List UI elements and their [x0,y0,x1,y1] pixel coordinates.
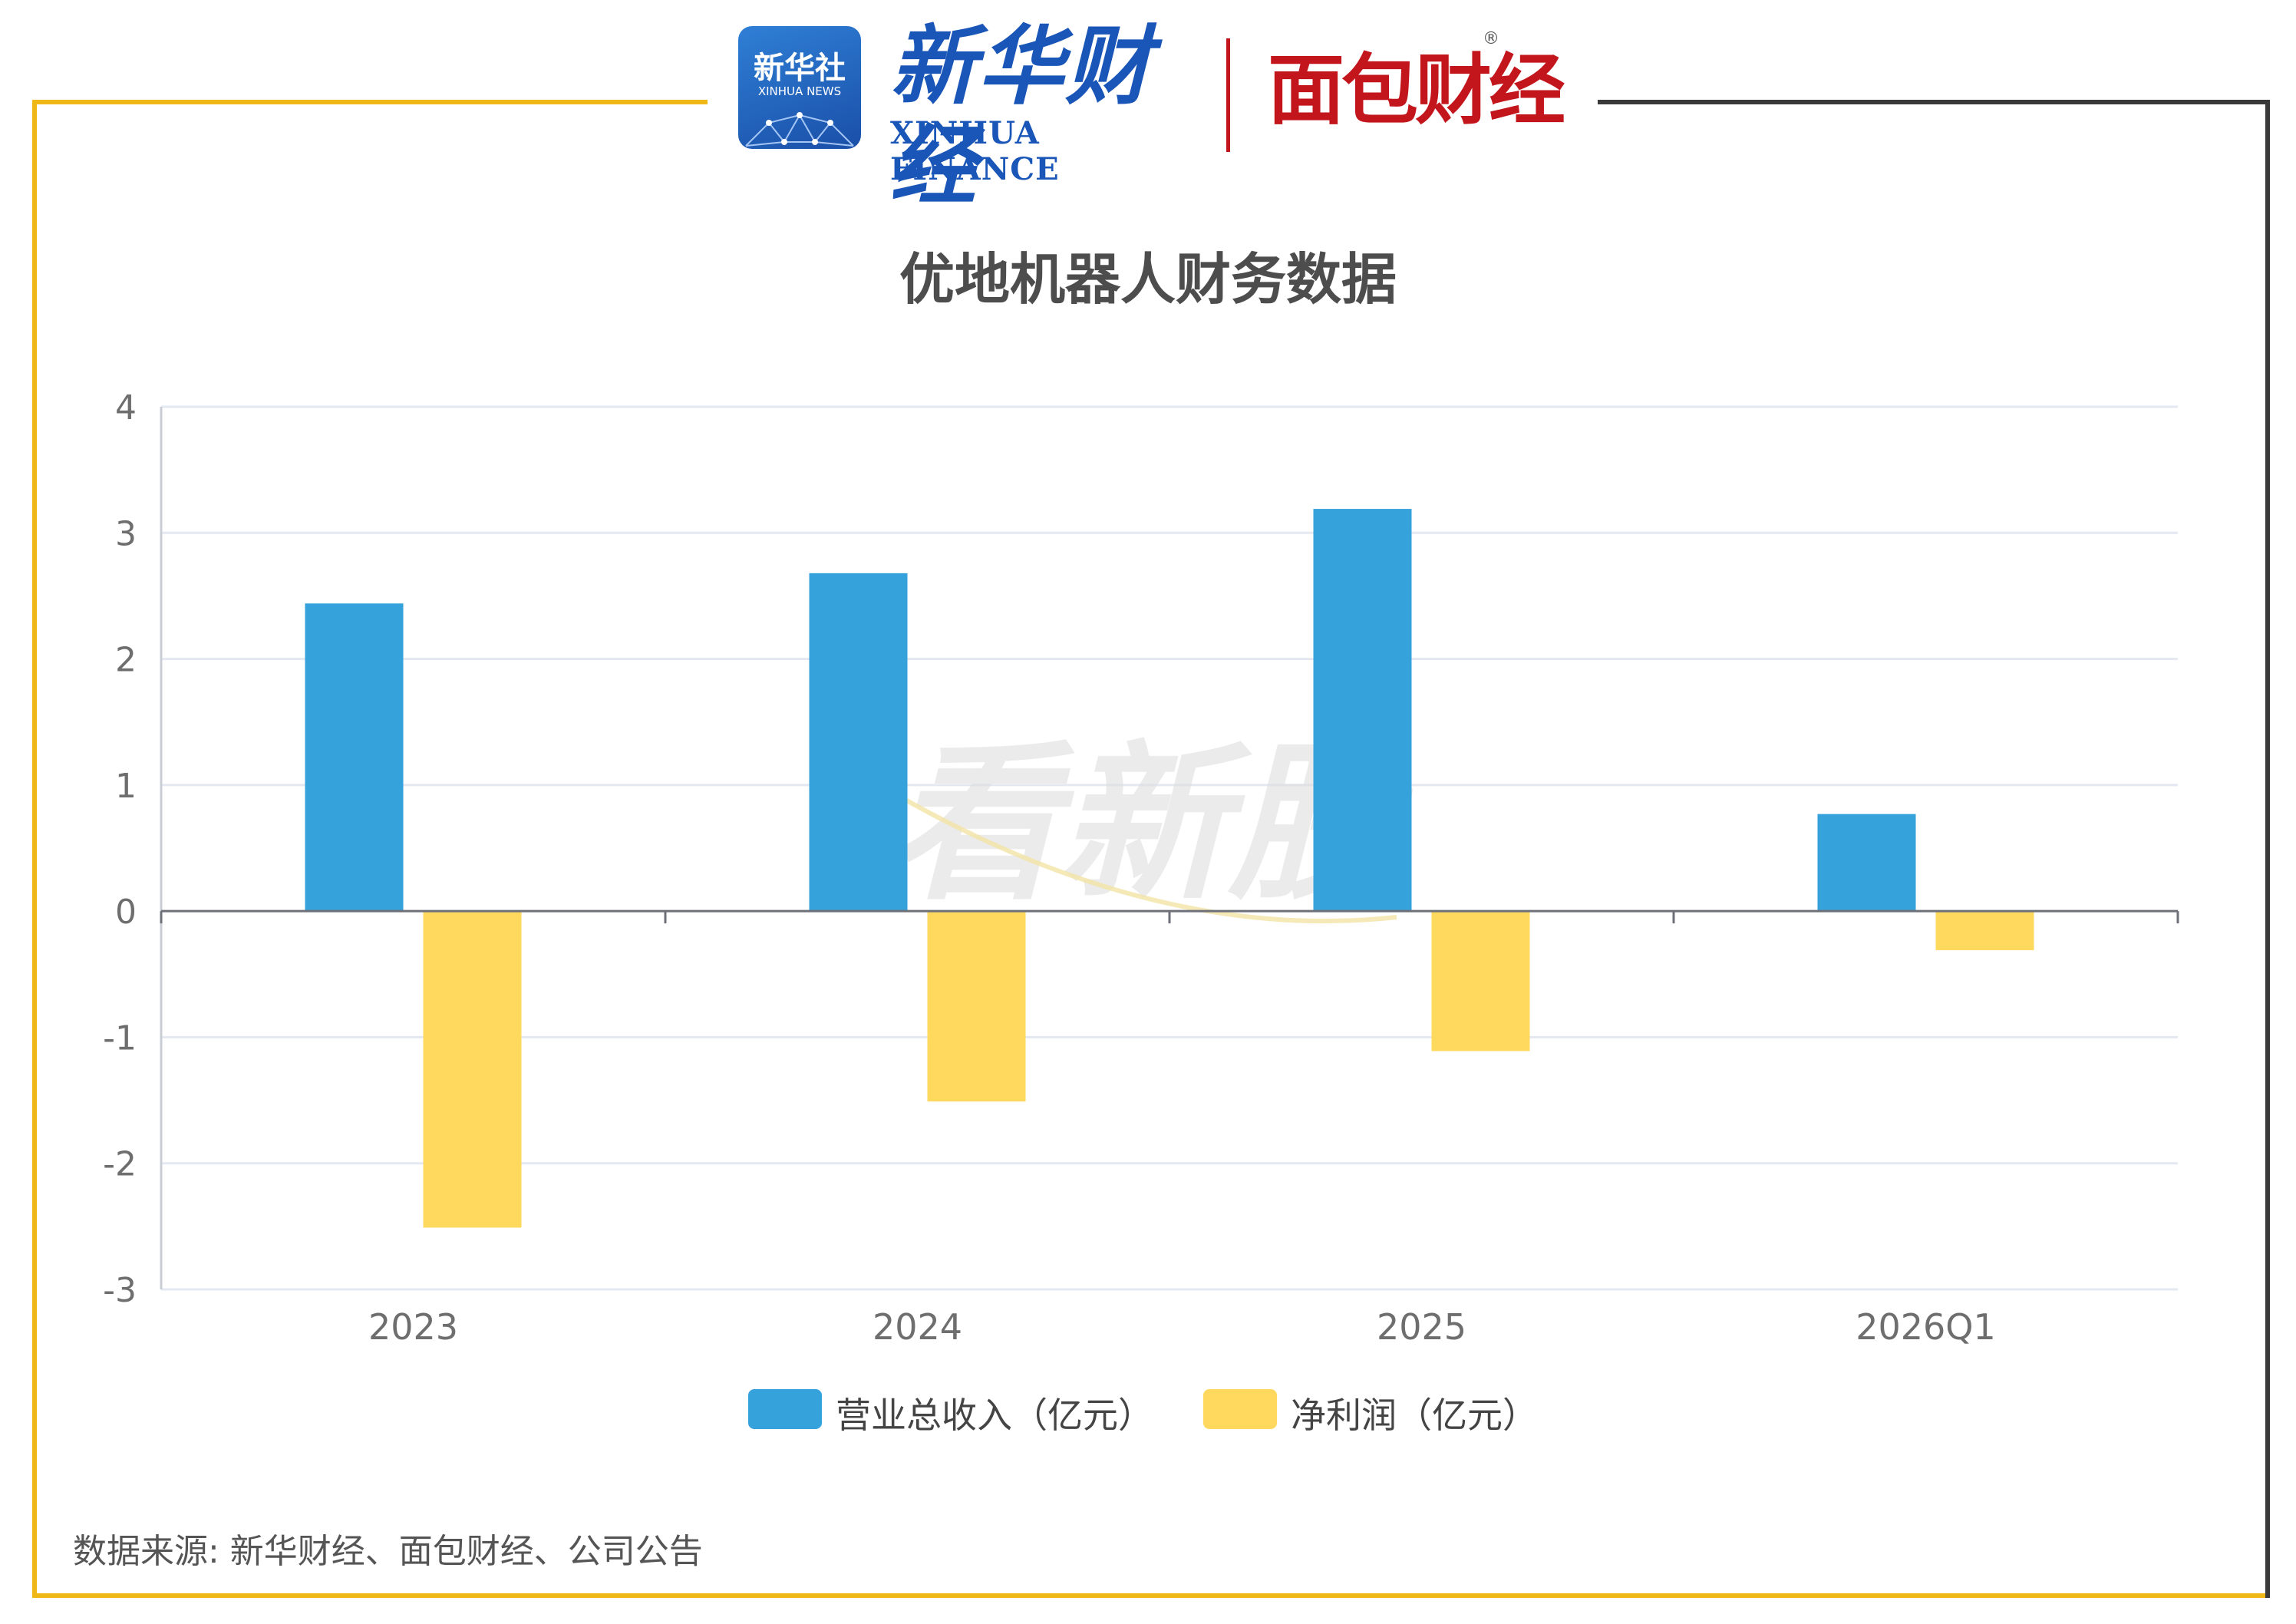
frame-left-line [32,100,37,1598]
x-tick-label: 2025 [1377,1306,1466,1348]
legend: 营业总收入（亿元） 净利润（亿元） [0,1381,2296,1436]
y-tick-label: -1 [103,1018,137,1058]
net-profit-bar [1935,911,2034,951]
legend-swatch-net-profit [1203,1389,1277,1429]
legend-label-net-profit: 净利润（亿元） [1291,1395,1538,1436]
xinhua-news-logo: 新华社 XINHUA NEWS [738,26,861,149]
y-tick-label: 0 [115,893,137,932]
xinhua-news-logo-cn: 新华社 [754,51,846,86]
legend-swatch-revenue [748,1389,822,1429]
net-profit-bar [423,911,522,1228]
registered-mark: ® [1483,29,1499,48]
revenue-bar [809,573,908,912]
net-profit-bar [927,911,1026,1102]
frame-bottom-line [32,1593,2270,1598]
revenue-bar [305,603,404,912]
revenue-bar [1313,509,1412,912]
data-source-note: 数据来源: 新华财经、面包财经、公司公告 [73,1532,703,1571]
y-tick-label: -3 [103,1271,137,1310]
legend-label-revenue: 营业总收入（亿元） [836,1395,1153,1436]
net-profit-bar [1431,911,1530,1051]
xinhua-finance-logo-en: XINHUA FINANCE [890,115,1060,187]
xinhua-news-logo-en: XINHUA NEWS [757,84,842,98]
logo-divider [1226,38,1230,152]
y-tick-label: 3 [115,514,137,553]
network-graphic-icon [745,112,854,147]
y-tick-label: -2 [103,1145,137,1184]
y-tick-label: 1 [115,767,137,806]
y-tick-label: 2 [115,641,137,680]
revenue-bar [1817,814,1916,912]
xinhua-finance-logo-cn: 新华财经 [890,16,1153,216]
mianbao-finance-logo: 面包财经 [1268,45,1565,135]
chart-title: 优地机器人财务数据 [899,247,1397,312]
x-tick-label: 2026Q1 [1856,1306,1996,1348]
frame-top-right-line [1598,100,2270,104]
x-tick-label: 2023 [368,1306,458,1348]
frame-right-line [2265,100,2270,1598]
frame-top-left-line [32,100,708,104]
y-tick-label: 4 [115,388,137,427]
x-tick-label: 2024 [873,1306,962,1348]
watermark-swoosh [881,784,1397,924]
